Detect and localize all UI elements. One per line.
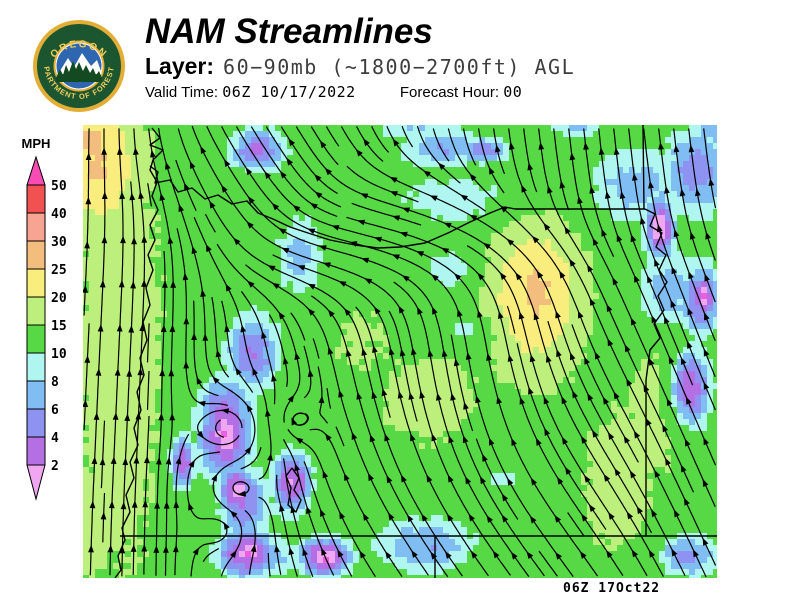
svg-text:40: 40 bbox=[51, 207, 67, 222]
valid-time-value: 06Z 10/17/2022 bbox=[222, 82, 356, 101]
forecast-hour-value: 00 bbox=[503, 82, 523, 101]
map-timestamp: 06Z 17Oct22 bbox=[563, 581, 661, 596]
svg-text:6: 6 bbox=[51, 403, 59, 418]
layer-label: Layer: bbox=[145, 52, 215, 79]
svg-text:2: 2 bbox=[51, 459, 59, 474]
layer-value: 60−90mb (~1800−2700ft) AGL bbox=[223, 54, 576, 79]
valid-time-label: Valid Time: bbox=[145, 83, 219, 101]
svg-text:8: 8 bbox=[51, 375, 59, 390]
svg-text:25: 25 bbox=[51, 263, 67, 278]
page-title: NAM Streamlines bbox=[145, 12, 433, 51]
svg-text:50: 50 bbox=[51, 179, 67, 194]
svg-text:15: 15 bbox=[51, 319, 67, 334]
svg-text:MPH: MPH bbox=[22, 136, 51, 151]
odf-seal-icon: OREGON DEPARTMENT OF FORESTRY bbox=[31, 16, 125, 112]
svg-text:20: 20 bbox=[51, 291, 67, 306]
layer-line: Layer: 60−90mb (~1800−2700ft) AGL bbox=[145, 54, 575, 78]
forecast-hour-label: Forecast Hour: bbox=[399, 83, 500, 101]
wind-speed-legend: MPH 50 40 30 25 20 15 10 8 6 4 2 bbox=[22, 136, 67, 501]
meta-line: Valid Time: 06Z 10/17/2022 Forecast Hour… bbox=[145, 83, 575, 101]
streamline-map bbox=[83, 125, 717, 578]
svg-text:4: 4 bbox=[51, 431, 59, 446]
state-borders bbox=[114, 125, 717, 578]
header: NAM Streamlines Layer: 60−90mb (~1800−270… bbox=[145, 12, 575, 101]
svg-text:10: 10 bbox=[51, 347, 67, 362]
svg-text:30: 30 bbox=[51, 235, 67, 250]
